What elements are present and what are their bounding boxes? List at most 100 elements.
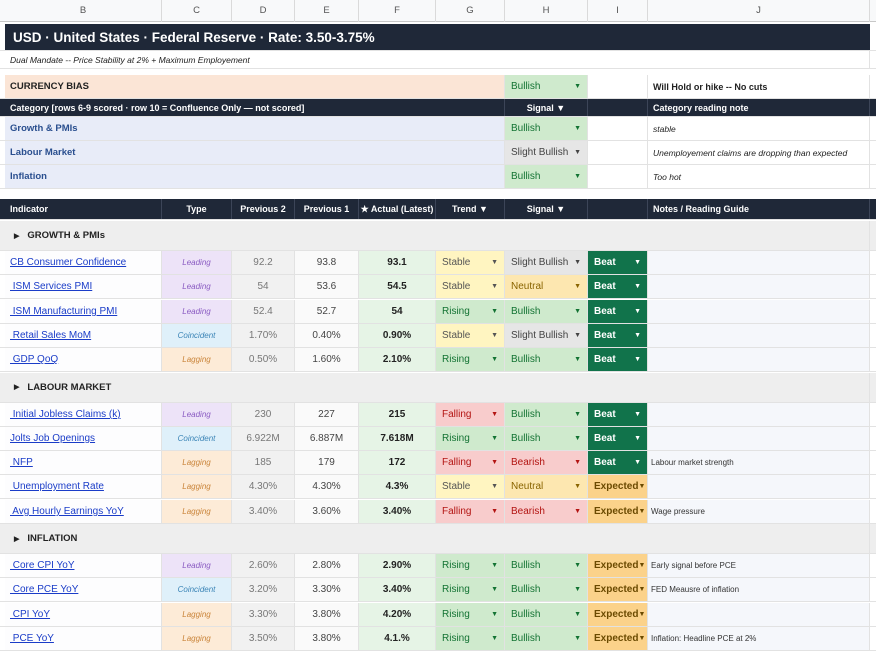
- indicator-link[interactable]: GDP QoQ: [5, 348, 162, 371]
- trend-dropdown[interactable]: Stable ▼: [436, 324, 505, 347]
- section-title[interactable]: ▶ LABOUR MARKET: [5, 372, 870, 402]
- trend-dropdown[interactable]: Stable ▼: [436, 251, 505, 274]
- signal-dropdown[interactable]: Bullish ▼: [505, 554, 588, 577]
- triangle-down-icon[interactable]: ▼: [634, 332, 641, 339]
- result-dropdown[interactable]: Expected ▼: [588, 603, 648, 626]
- indicator-link[interactable]: CPI YoY: [5, 603, 162, 626]
- column-header-h[interactable]: H: [505, 0, 588, 22]
- indicator-name[interactable]: PCE YoY: [10, 633, 54, 644]
- category-signal[interactable]: Bullish ▼: [505, 117, 588, 140]
- indicator-link[interactable]: NFP: [5, 451, 162, 474]
- result-dropdown[interactable]: Expected ▼: [588, 500, 648, 523]
- indicator-name[interactable]: Core PCE YoY: [10, 584, 79, 595]
- signal-dropdown[interactable]: Bullish ▼: [505, 348, 588, 371]
- triangle-down-icon[interactable]: ▼: [574, 308, 581, 315]
- triangle-down-icon[interactable]: ▼: [574, 635, 581, 642]
- indicator-name[interactable]: Unemployment Rate: [10, 481, 104, 492]
- triangle-down-icon[interactable]: ▼: [491, 332, 498, 339]
- indicator-link[interactable]: Retail Sales MoM: [5, 324, 162, 347]
- result-dropdown[interactable]: Expected ▼: [588, 578, 648, 601]
- triangle-right-icon[interactable]: ▶: [14, 384, 20, 391]
- indicator-name[interactable]: GDP QoQ: [10, 354, 59, 365]
- column-header-d[interactable]: D: [232, 0, 295, 22]
- indicator-name[interactable]: ISM Manufacturing PMI: [10, 306, 118, 317]
- trend-dropdown[interactable]: Rising ▼: [436, 427, 505, 450]
- result-dropdown[interactable]: Beat ▼: [588, 451, 648, 474]
- category-signal[interactable]: Bullish ▼: [505, 165, 588, 188]
- signal-dropdown[interactable]: Bullish ▼: [505, 300, 588, 323]
- trend-dropdown[interactable]: Falling ▼: [436, 403, 505, 426]
- column-header-g[interactable]: G: [436, 0, 505, 22]
- signal-dropdown[interactable]: Bearish ▼: [505, 500, 588, 523]
- triangle-down-icon[interactable]: ▼: [574, 435, 581, 442]
- indicator-name[interactable]: Retail Sales MoM: [10, 330, 92, 341]
- triangle-down-icon[interactable]: ▼: [574, 508, 581, 515]
- result-dropdown[interactable]: Beat ▼: [588, 427, 648, 450]
- trend-dropdown[interactable]: Falling ▼: [436, 500, 505, 523]
- trend-dropdown[interactable]: Falling ▼: [436, 451, 505, 474]
- signal-dropdown[interactable]: Bullish ▼: [505, 403, 588, 426]
- signal-dropdown[interactable]: Neutral ▼: [505, 275, 588, 298]
- triangle-down-icon[interactable]: ▼: [491, 508, 498, 515]
- column-header-f[interactable]: F: [359, 0, 436, 22]
- section-title[interactable]: ▶ GROWTH & PMIs: [5, 221, 870, 250]
- result-dropdown[interactable]: Beat ▼: [588, 251, 648, 274]
- triangle-down-icon[interactable]: ▼: [634, 356, 641, 363]
- triangle-down-icon[interactable]: ▼: [638, 483, 646, 490]
- signal-dropdown[interactable]: Neutral ▼: [505, 475, 588, 498]
- indicator-name[interactable]: CPI YoY: [10, 609, 51, 620]
- indicator-link[interactable]: PCE YoY: [5, 627, 162, 650]
- triangle-down-icon[interactable]: ▼: [491, 459, 498, 466]
- indicator-link[interactable]: ISM Services PMI: [5, 275, 162, 298]
- column-header-i[interactable]: I: [588, 0, 648, 22]
- indicator-name[interactable]: CB Consumer Confidence: [10, 257, 127, 268]
- triangle-right-icon[interactable]: ▶: [14, 232, 20, 240]
- header-trend[interactable]: Trend ▼: [436, 199, 505, 219]
- trend-dropdown[interactable]: Rising ▼: [436, 348, 505, 371]
- currency-bias-signal[interactable]: Bullish ▼: [505, 75, 588, 98]
- indicator-name[interactable]: Avg Hourly Earnings YoY: [10, 506, 124, 517]
- triangle-down-icon[interactable]: ▼: [491, 635, 498, 642]
- trend-dropdown[interactable]: Stable ▼: [436, 275, 505, 298]
- result-dropdown[interactable]: Beat ▼: [588, 275, 648, 298]
- trend-dropdown[interactable]: Rising ▼: [436, 578, 505, 601]
- indicator-name[interactable]: Initial Jobless Claims (k): [10, 409, 121, 420]
- triangle-down-icon[interactable]: ▼: [574, 259, 581, 266]
- triangle-down-icon[interactable]: ▼: [491, 356, 498, 363]
- indicator-link[interactable]: Core PCE YoY: [5, 578, 162, 601]
- result-dropdown[interactable]: Beat ▼: [588, 300, 648, 323]
- triangle-down-icon[interactable]: ▼: [491, 586, 498, 593]
- triangle-down-icon[interactable]: ▼: [634, 435, 641, 442]
- result-dropdown[interactable]: Expected ▼: [588, 475, 648, 498]
- indicator-link[interactable]: Unemployment Rate: [5, 475, 162, 498]
- section-title[interactable]: ▶ INFLATION: [5, 524, 870, 553]
- triangle-down-icon[interactable]: ▼: [634, 283, 641, 290]
- triangle-down-icon[interactable]: ▼: [574, 83, 581, 90]
- triangle-down-icon[interactable]: ▼: [638, 635, 646, 642]
- column-header-b[interactable]: B: [5, 0, 162, 22]
- result-dropdown[interactable]: Beat ▼: [588, 348, 648, 371]
- signal-dropdown[interactable]: Slight Bullish ▼: [505, 251, 588, 274]
- signal-dropdown[interactable]: Bearish ▼: [505, 451, 588, 474]
- triangle-down-icon[interactable]: ▼: [638, 586, 646, 593]
- column-header-c[interactable]: C: [162, 0, 232, 22]
- trend-dropdown[interactable]: Stable ▼: [436, 475, 505, 498]
- triangle-down-icon[interactable]: ▼: [574, 411, 581, 418]
- triangle-down-icon[interactable]: ▼: [491, 283, 498, 290]
- triangle-down-icon[interactable]: ▼: [638, 611, 646, 618]
- column-header-e[interactable]: E: [295, 0, 359, 22]
- triangle-down-icon[interactable]: ▼: [491, 259, 498, 266]
- signal-dropdown[interactable]: Slight Bullish ▼: [505, 324, 588, 347]
- trend-dropdown[interactable]: Rising ▼: [436, 627, 505, 650]
- indicator-name[interactable]: NFP: [10, 457, 33, 468]
- signal-dropdown[interactable]: Bullish ▼: [505, 627, 588, 650]
- signal-dropdown[interactable]: Bullish ▼: [505, 427, 588, 450]
- triangle-down-icon[interactable]: ▼: [574, 562, 581, 569]
- triangle-down-icon[interactable]: ▼: [491, 562, 498, 569]
- triangle-down-icon[interactable]: ▼: [574, 149, 581, 156]
- triangle-down-icon[interactable]: ▼: [574, 483, 581, 490]
- signal-dropdown[interactable]: Bullish ▼: [505, 578, 588, 601]
- trend-dropdown[interactable]: Rising ▼: [436, 554, 505, 577]
- triangle-down-icon[interactable]: ▼: [574, 173, 581, 180]
- indicator-name[interactable]: ISM Services PMI: [10, 281, 93, 292]
